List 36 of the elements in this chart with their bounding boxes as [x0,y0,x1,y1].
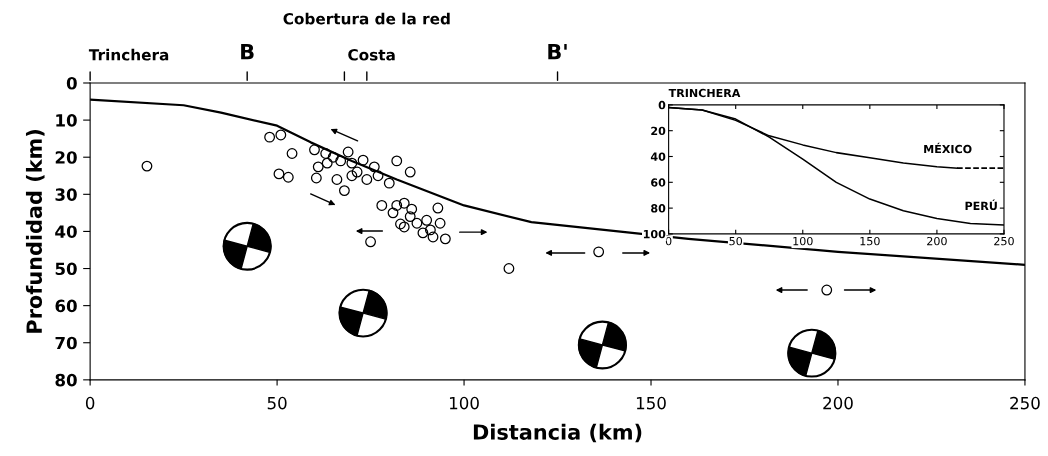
y-tick-label: 80 [651,204,666,213]
text: Trinchera [88,48,169,61]
x-tick-label: 150 [860,236,880,246]
y-tick-label: 100 [643,229,666,239]
x-tick-label: 100 [449,396,479,410]
y-tick-label: 80 [55,373,77,387]
x-tick-label: 250 [1010,396,1040,410]
x-tick-label: 200 [927,236,947,246]
y-tick-label: 60 [651,178,666,187]
y-tick-label: 50 [55,262,77,276]
x-tick-label: 250 [994,236,1014,246]
x-tick-label: 100 [793,236,813,246]
y-tick-label: 30 [55,188,77,201]
y-tick-label: 0 [66,76,77,90]
y-tick-label: 40 [55,225,77,238]
y-axis-title: Profundidad (km) [25,130,45,333]
x-tick-label: 0 [85,396,95,410]
text: B' [548,44,567,60]
series-label: MÉXICO [924,142,972,154]
y-tick-label: 0 [658,100,666,110]
annotation: TRINCHERA [668,88,741,98]
x-tick-label: 200 [823,396,853,410]
y-tick-label: 40 [650,152,666,161]
y-tick-label: 20 [55,151,77,164]
x-axis-title: Distancia (km) [473,423,642,443]
y-tick-label: 10 [56,114,77,127]
x-tick-label: 50 [267,396,287,410]
legend-label: PERÚ [965,199,997,211]
text: Costa [348,49,395,61]
text: Cobertura de la red [283,12,450,25]
y-tick-label: 20 [651,126,666,136]
y-tick-label: 70 [55,336,77,350]
x-tick-label: 150 [636,396,666,410]
text: B [241,44,254,60]
y-tick-label: 60 [55,299,77,313]
x-tick-label: 50 [729,236,743,246]
